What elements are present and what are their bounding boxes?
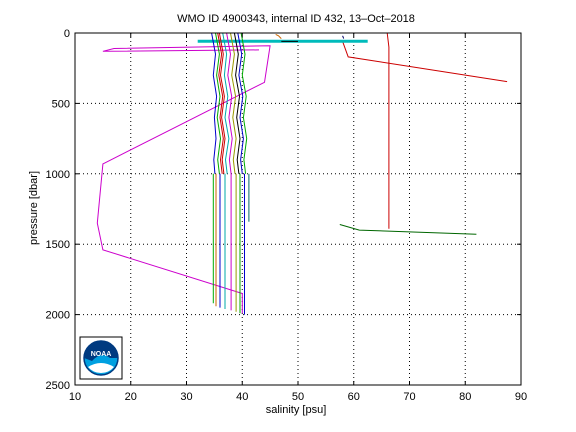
profile-line-12 (222, 32, 230, 174)
profile-line-14 (230, 32, 237, 174)
y-tick-label: 500 (52, 98, 70, 110)
y-tick-label: 2500 (46, 380, 70, 392)
y-tick-label: 1500 (46, 239, 70, 251)
y-tick-label: 2000 (46, 310, 70, 322)
data-series (96, 32, 508, 315)
x-tick-label: 60 (348, 391, 360, 403)
profile-line-3 (386, 32, 390, 229)
y-axis-label: pressure [dbar] (28, 171, 40, 245)
axis-ticks: 10 20 30 40 50 60 70 80 90 0 500 1000 1500 2000 2500 (46, 28, 528, 403)
x-tick-label: 40 (236, 391, 248, 403)
x-tick-label: 10 (69, 391, 81, 403)
y-tick-label: 0 (64, 28, 70, 40)
x-tick-label: 50 (292, 391, 304, 403)
x-tick-label: 80 (459, 391, 471, 403)
profile-line-15 (233, 32, 241, 174)
profile-line-1 (96, 45, 271, 314)
grid (75, 33, 521, 385)
profile-line-11 (218, 32, 226, 174)
x-tick-label: 20 (125, 391, 137, 403)
x-tick-label: 90 (515, 391, 527, 403)
x-axis-label: salinity [psu] (266, 404, 327, 416)
y-tick-label: 1000 (46, 169, 70, 181)
profile-line-4 (339, 224, 477, 235)
profile-line-18 (217, 32, 224, 174)
profile-line-10 (215, 32, 222, 174)
x-tick-label: 70 (403, 391, 415, 403)
profile-line-9 (211, 32, 218, 174)
profile-line-2 (342, 41, 508, 83)
noaa-logo: NOAA (79, 336, 123, 380)
profile-line-13 (226, 32, 233, 174)
svg-text:NOAA: NOAA (91, 351, 112, 358)
chart-title: WMO ID 4900343, internal ID 432, 13–Oct–… (177, 13, 415, 25)
profile-line-7 (275, 33, 282, 39)
profile-line-8 (342, 35, 345, 39)
profile-line-16 (237, 32, 244, 174)
x-tick-label: 30 (180, 391, 192, 403)
profile-line-17 (240, 32, 248, 174)
